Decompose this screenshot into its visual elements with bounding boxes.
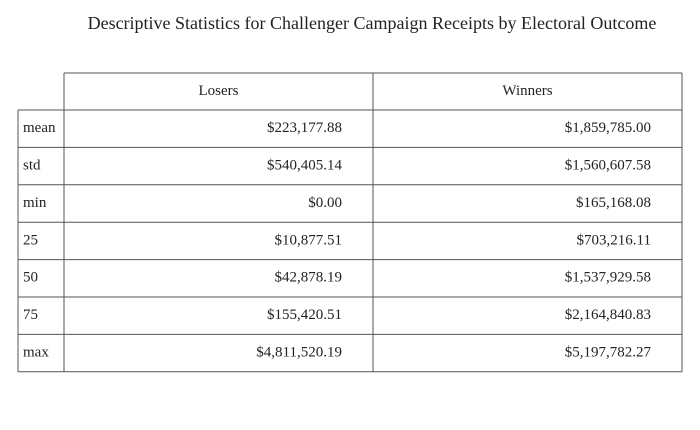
- cell-value: $165,168.08: [576, 195, 651, 211]
- cell-value: $10,877.51: [275, 232, 343, 248]
- column-header: Losers: [199, 83, 239, 99]
- cell-value: $4,811,520.19: [256, 345, 342, 361]
- cell-value: $2,164,840.83: [565, 307, 651, 323]
- cell-value: $223,177.88: [267, 120, 342, 136]
- cell-value: $155,420.51: [267, 307, 342, 323]
- cell-value: $5,197,782.27: [565, 345, 652, 361]
- row-label: mean: [23, 120, 56, 136]
- cell-value: $1,859,785.00: [565, 120, 651, 136]
- cell-value: $1,560,607.58: [565, 158, 651, 174]
- row-label: 25: [23, 232, 38, 248]
- cell-value: $42,878.19: [275, 270, 343, 286]
- row-label: min: [23, 195, 47, 211]
- cell-value: $0.00: [308, 195, 342, 211]
- cell-value: $1,537,929.58: [565, 270, 651, 286]
- row-label: 50: [23, 270, 38, 286]
- row-label: max: [23, 345, 49, 361]
- row-label: 75: [23, 307, 38, 323]
- row-label: std: [23, 158, 41, 174]
- cell-value: $703,216.11: [577, 232, 651, 248]
- title: Descriptive Statistics for Challenger Ca…: [88, 13, 657, 33]
- cell-value: $540,405.14: [267, 158, 343, 174]
- column-header: Winners: [502, 83, 552, 99]
